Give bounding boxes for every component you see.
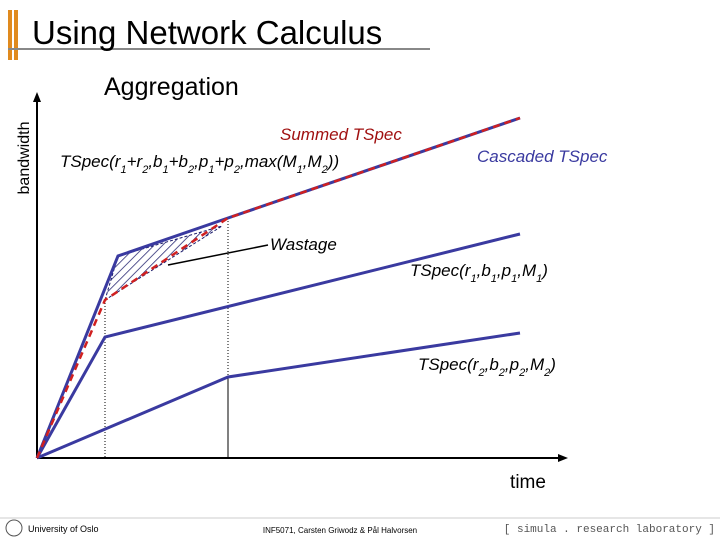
summed-curve bbox=[35, 116, 521, 459]
y-axis-label: bandwidth bbox=[16, 122, 33, 195]
flow1-label: TSpec(r1,b1,p1,M1) bbox=[410, 261, 548, 285]
footer-right: [ simula . research laboratory ] bbox=[504, 524, 715, 536]
title-bar-accent bbox=[14, 10, 18, 60]
flow1-curve bbox=[35, 232, 521, 459]
logo bbox=[5, 519, 23, 537]
title-bar-accent bbox=[8, 10, 12, 60]
x-axis-label: time bbox=[510, 472, 546, 493]
pointer bbox=[167, 244, 269, 266]
slide-title: Using Network Calculus bbox=[32, 14, 382, 51]
footer-center: INF5071, Carsten Griwodz & Pål Halvorsen bbox=[263, 526, 417, 535]
arrow bbox=[558, 454, 568, 462]
flow2-curve bbox=[36, 331, 521, 460]
arrow bbox=[33, 92, 41, 102]
subtitle: Aggregation bbox=[104, 73, 239, 101]
summed-formula: TSpec(r1+r2,b1+b2,p1+p2,max(M1,M2)) bbox=[60, 152, 339, 176]
flow2-label: TSpec(r2,b2,p2,M2) bbox=[418, 355, 556, 379]
wastage-label: Wastage bbox=[270, 235, 337, 254]
summed-label: Summed TSpec bbox=[280, 125, 402, 144]
footer-left: University of Oslo bbox=[28, 524, 99, 534]
cascaded-label: Cascaded TSpec bbox=[477, 147, 608, 166]
